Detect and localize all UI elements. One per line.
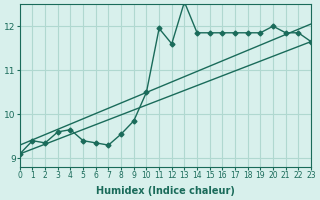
X-axis label: Humidex (Indice chaleur): Humidex (Indice chaleur) <box>96 186 235 196</box>
